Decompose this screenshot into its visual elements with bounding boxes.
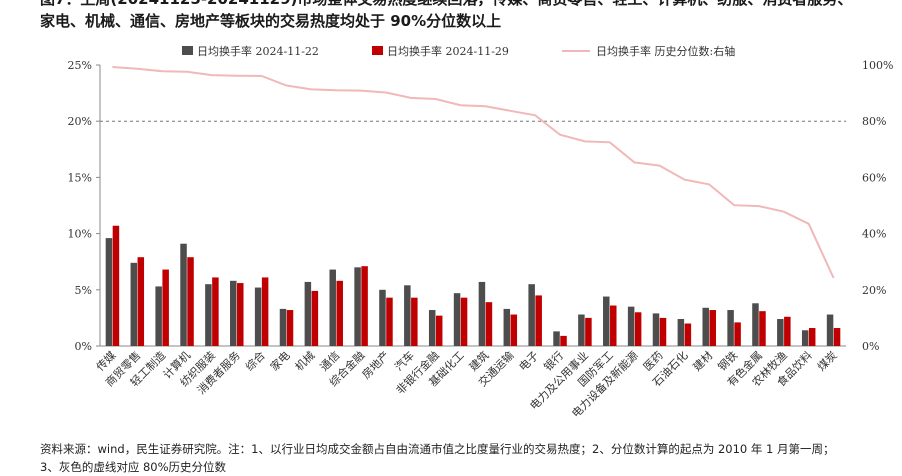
source-note-line-2: 3、灰色的虚线对应 80%历史分位数: [40, 460, 227, 474]
x-tick-label: 房地产: [359, 348, 392, 381]
bar-prev-5: [205, 284, 212, 346]
bar-curr-12: [386, 297, 393, 346]
y-left-tick-label: 15%: [68, 171, 92, 184]
x-tick-label: 机械: [292, 348, 317, 373]
bar-prev-3: [155, 286, 162, 346]
bar-prev-23: [652, 313, 660, 346]
x-tick-label: 电子: [517, 349, 542, 374]
bar-curr-6: [237, 283, 244, 346]
bar-prev-29: [801, 330, 809, 346]
bar-prev-24: [677, 319, 685, 346]
bar-curr-2: [137, 257, 145, 346]
bar-prev-9: [304, 281, 312, 346]
bar-prev-16: [478, 281, 486, 346]
bar-curr-27: [759, 311, 766, 346]
bar-prev-13: [404, 285, 411, 346]
bar-curr-1: [112, 225, 120, 346]
bar-prev-7: [254, 287, 262, 346]
legend-swatch-2: [372, 46, 383, 55]
bar-curr-25: [709, 310, 716, 346]
bar-prev-17: [503, 308, 511, 346]
y-right-tick-label: 40%: [862, 228, 886, 241]
y-right-tick-label: 20%: [862, 284, 886, 297]
bar-curr-23: [659, 317, 667, 346]
bar-prev-27: [752, 303, 759, 346]
bar-curr-7: [261, 277, 269, 346]
bar-curr-15: [460, 297, 468, 346]
bar-curr-22: [634, 312, 642, 346]
legend-label-3: 日均换手率 历史分位数:右轴: [596, 44, 735, 58]
y-left-tick-label: 0%: [75, 340, 92, 353]
chart-bars: [105, 225, 841, 346]
bar-curr-29: [808, 328, 816, 346]
legend-label-1: 日均换手率 2024-11-22: [197, 44, 319, 58]
y-left-tick-label: 20%: [68, 115, 92, 128]
x-tick-label: 家电: [267, 348, 292, 373]
legend-swatch-1: [182, 46, 193, 55]
bar-prev-30: [826, 314, 834, 346]
bar-curr-16: [485, 302, 493, 346]
figure-title-line-1: 图7：上周(20241125-20241129)市场整体交易热度继续回落，传媒、…: [40, 0, 900, 10]
bar-prev-4: [180, 243, 187, 346]
source-note: 资料来源：wind，民生证券研究院。注：1、以行业日均成交金额占自由流通市值之比…: [40, 440, 900, 476]
source-note-line-1: 资料来源：wind，民生证券研究院。注：1、以行业日均成交金额占自由流通市值之比…: [40, 442, 835, 456]
bar-curr-20: [585, 317, 592, 346]
chart-axes: 0% 5% 10% 15% 20% 25% 0% 20% 40% 60% 80% 100%: [68, 59, 894, 353]
bar-curr-3: [162, 269, 169, 346]
chart-legend: 日均换手率 2024-11-22 日均换手率 2024-11-29 日均换手率 历史…: [182, 44, 735, 58]
y-left-tick-label: 5%: [75, 284, 92, 297]
y-left-tick-label: 10%: [68, 228, 92, 241]
bar-prev-10: [329, 269, 336, 346]
bar-curr-4: [187, 257, 194, 346]
figure-title: 图7：上周(20241125-20241129)市场整体交易热度继续回落，传媒、…: [40, 0, 900, 32]
percentile-line: [112, 66, 835, 279]
y-right-tick-label: 100%: [862, 59, 893, 72]
bar-prev-14: [428, 310, 436, 346]
bar-prev-15: [453, 293, 461, 346]
bar-prev-21: [603, 296, 610, 346]
legend-label-2: 日均换手率 2024-11-29: [387, 44, 509, 58]
bar-curr-26: [734, 322, 741, 346]
bar-curr-10: [336, 280, 343, 346]
y-right-tick-label: 60%: [862, 171, 886, 184]
bar-prev-20: [578, 314, 585, 346]
bar-prev-2: [130, 262, 138, 346]
bar-curr-9: [311, 290, 319, 346]
x-tick-label: 煤炭: [815, 349, 840, 374]
bar-prev-1: [105, 238, 113, 346]
chart-line: [112, 66, 835, 279]
bar-curr-11: [361, 266, 368, 346]
bar-prev-22: [627, 306, 635, 346]
bar-curr-5: [212, 277, 219, 346]
bar-prev-25: [702, 307, 709, 346]
bar-prev-19: [553, 331, 560, 346]
bar-prev-6: [230, 280, 237, 346]
y-left-tick-label: 25%: [68, 59, 92, 72]
y-right-tick-label: 0%: [862, 340, 879, 353]
bar-curr-17: [510, 314, 518, 346]
bar-curr-24: [684, 323, 692, 346]
bar-curr-21: [610, 305, 617, 346]
bar-prev-26: [727, 310, 734, 346]
bar-curr-14: [435, 315, 443, 346]
bar-curr-18: [535, 295, 542, 346]
x-tick-label: 综合: [242, 348, 267, 373]
bar-prev-8: [279, 308, 287, 346]
bar-prev-28: [777, 319, 784, 346]
bar-curr-19: [560, 335, 567, 346]
figure-title-line-2: 家电、机械、通信、房地产等板块的交易热度均处于 90%分位数以上: [40, 12, 502, 30]
bar-prev-12: [379, 289, 386, 346]
y-right-tick-label: 80%: [862, 115, 886, 128]
bar-curr-28: [784, 316, 791, 346]
bar-prev-18: [528, 284, 535, 346]
bar-curr-30: [833, 328, 841, 346]
turnover-chart: 日均换手率 2024-11-22 日均换手率 2024-11-29 日均换手率 历史…: [68, 44, 894, 420]
x-tick-label: 建材: [690, 348, 715, 373]
bar-curr-13: [411, 297, 418, 346]
bar-prev-11: [354, 267, 361, 346]
bar-curr-8: [286, 310, 294, 346]
